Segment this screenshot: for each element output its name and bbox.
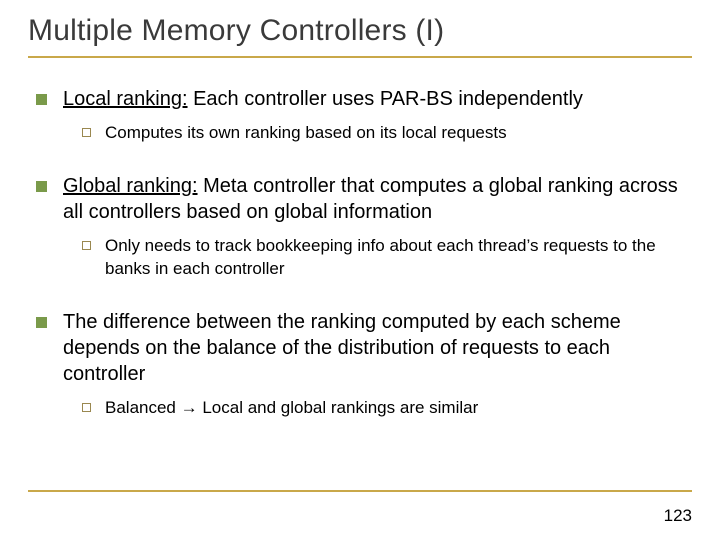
bullet-rest: The difference between the ranking compu…	[63, 311, 621, 385]
page-number: 123	[664, 506, 692, 526]
bullet-lead: Global ranking:	[63, 175, 198, 197]
bullet-group: Local ranking: Each controller uses PAR-…	[36, 86, 684, 145]
bullet-level2: Balanced → Local and global rankings are…	[82, 397, 684, 420]
hollow-square-icon	[82, 128, 91, 137]
bullet-group: The difference between the ranking compu…	[36, 309, 684, 420]
subbullet-text: Balanced → Local and global rankings are…	[105, 397, 684, 420]
square-bullet-icon	[36, 94, 47, 105]
subbullet-text: Only needs to track bookkeeping info abo…	[105, 235, 684, 281]
hollow-square-icon	[82, 403, 91, 412]
bullet-level1: Global ranking: Meta controller that com…	[36, 173, 684, 225]
bullet-text: Local ranking: Each controller uses PAR-…	[63, 86, 684, 112]
bullet-text: Global ranking: Meta controller that com…	[63, 173, 684, 225]
subbullet-text: Computes its own ranking based on its lo…	[105, 122, 684, 145]
square-bullet-icon	[36, 317, 47, 328]
bullet-level2: Only needs to track bookkeeping info abo…	[82, 235, 684, 281]
slide: Multiple Memory Controllers (I) Local ra…	[0, 0, 720, 540]
hollow-square-icon	[82, 241, 91, 250]
bullet-level2: Computes its own ranking based on its lo…	[82, 122, 684, 145]
bullet-group: Global ranking: Meta controller that com…	[36, 173, 684, 281]
slide-body: Local ranking: Each controller uses PAR-…	[28, 86, 692, 420]
bullet-lead: Local ranking:	[63, 88, 188, 110]
bullet-level1: The difference between the ranking compu…	[36, 309, 684, 387]
square-bullet-icon	[36, 181, 47, 192]
bullet-text: The difference between the ranking compu…	[63, 309, 684, 387]
bullet-rest: Each controller uses PAR-BS independentl…	[188, 88, 583, 110]
title-rule	[28, 56, 692, 58]
slide-title: Multiple Memory Controllers (I)	[28, 14, 692, 48]
footer-rule	[28, 490, 692, 492]
bullet-level1: Local ranking: Each controller uses PAR-…	[36, 86, 684, 112]
